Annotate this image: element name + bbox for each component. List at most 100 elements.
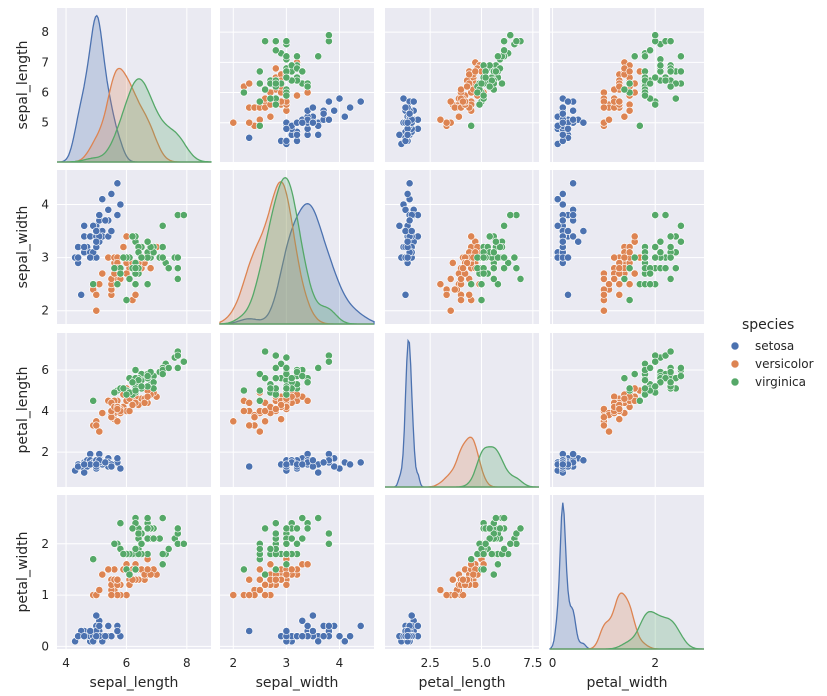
point-virginica <box>641 376 649 385</box>
point-virginica <box>500 253 508 262</box>
point-setosa <box>405 109 414 118</box>
point-setosa <box>74 253 82 262</box>
point-setosa <box>308 611 317 620</box>
point-virginica <box>661 211 670 219</box>
point-setosa <box>245 133 254 142</box>
point-setosa <box>113 454 122 463</box>
legend-marker-virginica <box>730 377 740 387</box>
point-versicolor <box>436 115 445 124</box>
point-virginica <box>113 280 122 289</box>
point-setosa <box>346 632 354 641</box>
x-axis-label-sepal_width: sepal_width <box>256 675 339 691</box>
point-versicolor <box>239 407 248 415</box>
panel-petal_length-vs-petal_length <box>385 333 539 488</box>
point-virginica <box>656 248 665 257</box>
point-virginica <box>173 524 182 533</box>
point-virginica <box>125 274 134 283</box>
point-virginica <box>487 550 496 558</box>
panel-background <box>57 8 211 162</box>
point-virginica <box>651 211 660 219</box>
point-virginica <box>239 88 248 97</box>
point-setosa <box>356 97 365 106</box>
point-virginica <box>116 519 125 528</box>
point-setosa <box>92 237 101 246</box>
point-setosa <box>80 632 89 641</box>
point-versicolor <box>293 91 301 100</box>
point-versicolor <box>615 290 624 299</box>
point-setosa <box>303 622 312 630</box>
point-setosa <box>319 109 328 118</box>
point-setosa <box>282 136 291 145</box>
point-virginica <box>625 296 634 304</box>
point-virginica <box>164 363 173 372</box>
point-versicolor <box>143 565 152 574</box>
point-setosa <box>293 130 301 139</box>
point-versicolor <box>436 586 445 594</box>
x-axis-labels: 4 6 8 sepal_length 2 3 4 sepal_width 2.5 5.0 7.5 pe… <box>62 656 667 691</box>
y-tick-label: 8 <box>41 25 49 39</box>
point-setosa <box>558 109 567 118</box>
point-versicolor <box>465 290 474 299</box>
point-setosa <box>308 118 317 127</box>
point-setosa <box>92 227 101 235</box>
point-versicolor <box>282 580 291 589</box>
point-virginica <box>493 560 502 569</box>
point-versicolor <box>463 258 471 267</box>
point-setosa <box>569 211 577 219</box>
point-versicolor <box>95 427 104 436</box>
legend-label-virginica: virginica <box>755 375 806 389</box>
point-virginica <box>467 121 476 130</box>
point-virginica <box>266 94 275 103</box>
point-virginica <box>666 37 675 46</box>
panel-sepal_length-vs-sepal_length <box>57 8 212 163</box>
point-setosa <box>113 211 122 219</box>
point-virginica <box>651 243 660 251</box>
point-virginica <box>625 384 634 393</box>
panel-petal_length-vs-sepal_width <box>220 333 374 487</box>
point-virginica <box>510 253 519 262</box>
point-virginica <box>158 221 167 230</box>
point-virginica <box>635 121 644 130</box>
y-tick-label: 4 <box>41 198 49 212</box>
point-virginica <box>158 514 167 522</box>
point-virginica <box>89 555 98 564</box>
point-versicolor <box>442 591 451 599</box>
point-virginica <box>666 274 675 283</box>
point-setosa <box>558 216 567 225</box>
point-setosa <box>95 211 104 219</box>
point-versicolor <box>113 575 122 584</box>
point-setosa <box>558 460 567 469</box>
point-virginica <box>475 100 484 109</box>
point-virginica <box>651 100 660 109</box>
point-setosa <box>77 290 86 299</box>
legend-marker-versicolor <box>730 359 740 369</box>
point-setosa <box>558 118 567 127</box>
point-virginica <box>666 347 675 356</box>
point-versicolor <box>600 103 608 112</box>
point-versicolor <box>457 85 465 94</box>
point-versicolor <box>457 274 465 283</box>
point-setosa <box>282 627 291 635</box>
point-virginica <box>646 46 654 55</box>
point-virginica <box>119 550 128 558</box>
point-setosa <box>308 103 317 112</box>
point-virginica <box>314 514 323 522</box>
point-setosa <box>104 622 113 630</box>
point-versicolor <box>615 264 624 273</box>
point-virginica <box>271 374 280 383</box>
point-setosa <box>569 232 577 241</box>
point-virginica <box>493 280 502 289</box>
point-virginica <box>477 296 486 304</box>
point-virginica <box>298 534 307 543</box>
point-virginica <box>131 366 140 374</box>
point-virginica <box>506 211 515 219</box>
point-setosa <box>113 179 122 188</box>
point-setosa <box>308 456 317 465</box>
x-tick-label: 7.5 <box>523 656 542 670</box>
x-axis-label-petal_width: petal_width <box>586 675 667 691</box>
point-setosa <box>579 227 588 235</box>
x-tick-label: 3 <box>283 656 291 670</box>
point-virginica <box>298 67 307 76</box>
point-virginica <box>489 248 498 257</box>
point-virginica <box>496 243 504 251</box>
